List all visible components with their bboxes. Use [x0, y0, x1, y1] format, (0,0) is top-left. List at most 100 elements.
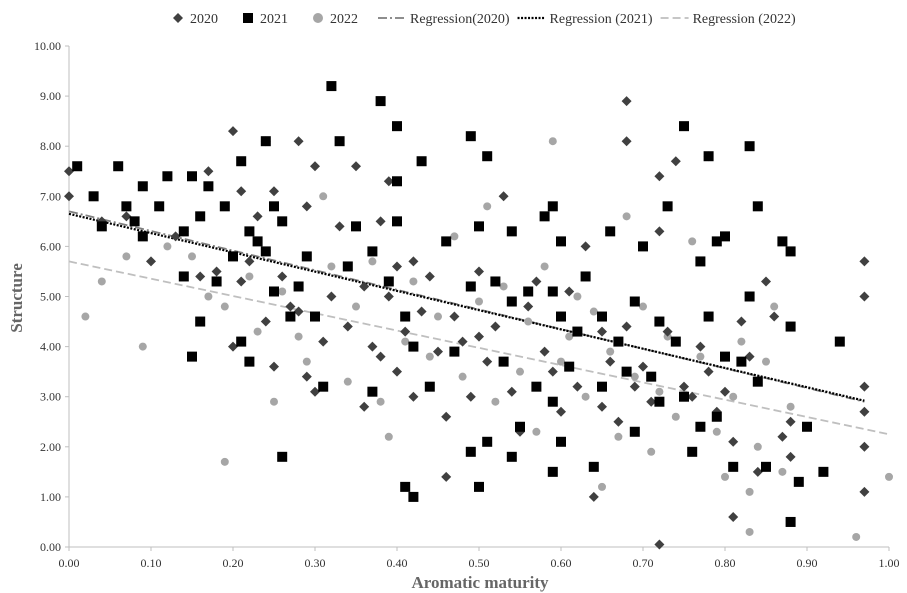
- data-point-circle: [458, 372, 467, 381]
- y-tick-label: 6.00: [40, 239, 61, 253]
- data-point-diamond: [670, 156, 681, 167]
- data-point-square: [285, 311, 296, 322]
- data-point-circle: [581, 392, 590, 401]
- data-point-square: [580, 271, 591, 282]
- data-point-square: [572, 326, 583, 337]
- data-point-square: [121, 201, 132, 212]
- data-point-diamond: [539, 346, 550, 357]
- data-point-square: [629, 296, 640, 307]
- data-point-diamond: [301, 371, 312, 382]
- data-point-square: [277, 451, 288, 462]
- data-point-diamond: [465, 391, 476, 402]
- data-point-square: [367, 386, 378, 397]
- data-point-diamond: [597, 401, 607, 412]
- data-point-diamond: [457, 336, 468, 347]
- data-point-diamond: [654, 171, 665, 182]
- data-point-square: [244, 356, 255, 367]
- data-point-circle: [598, 482, 606, 491]
- data-point-square: [523, 286, 534, 297]
- data-point-square: [752, 201, 763, 212]
- y-tick-label: 9.00: [40, 89, 61, 103]
- data-point-circle: [885, 472, 893, 481]
- data-point-circle: [770, 302, 779, 311]
- data-point-circle: [204, 292, 213, 301]
- data-point-square: [408, 491, 419, 502]
- data-point-diamond: [170, 231, 181, 242]
- data-point-diamond: [474, 331, 484, 342]
- regression-line: [68, 212, 865, 402]
- data-point-square: [654, 396, 665, 407]
- data-point-diamond: [621, 136, 632, 147]
- data-point-square: [228, 251, 238, 262]
- data-point-diamond: [252, 211, 263, 222]
- data-point-diamond: [64, 166, 74, 177]
- data-point-square: [154, 201, 165, 212]
- data-point-diamond: [203, 166, 214, 177]
- data-point-square: [752, 376, 763, 387]
- data-point-square: [392, 121, 402, 132]
- data-point-square: [588, 461, 599, 472]
- data-point-diamond: [613, 416, 624, 427]
- data-point-square: [547, 466, 558, 477]
- data-point-circle: [639, 302, 647, 311]
- data-point-square: [465, 446, 476, 457]
- data-point-diamond: [785, 451, 796, 462]
- data-point-circle: [368, 257, 377, 266]
- data-point-circle: [852, 532, 861, 541]
- data-point-circle: [589, 307, 598, 316]
- data-point-diamond: [629, 381, 640, 392]
- data-point-square: [556, 436, 566, 447]
- data-point-square: [416, 156, 427, 167]
- data-point-circle: [778, 467, 787, 476]
- data-point-square: [334, 136, 345, 147]
- data-point-square: [744, 141, 755, 152]
- data-point-circle: [688, 237, 697, 246]
- data-point-square: [539, 211, 550, 222]
- data-point-square: [482, 151, 493, 162]
- data-point-circle: [425, 352, 434, 361]
- data-point-square: [219, 201, 230, 212]
- y-tick-label: 3.00: [40, 390, 61, 404]
- data-point-square: [646, 371, 657, 382]
- data-point-diamond: [285, 301, 296, 312]
- data-point-diamond: [588, 491, 599, 502]
- data-point-circle: [327, 262, 336, 271]
- data-point-square: [556, 311, 566, 322]
- data-point-square: [711, 236, 722, 247]
- data-point-circle: [434, 312, 442, 321]
- data-point-circle: [614, 432, 623, 441]
- data-point-square: [802, 421, 812, 432]
- x-tick-label: 0.00: [59, 556, 80, 570]
- data-point-square: [777, 236, 788, 247]
- data-point-square: [474, 481, 484, 492]
- data-point-diamond: [703, 366, 714, 377]
- data-point-square: [400, 481, 411, 492]
- x-tick-label: 0.70: [633, 556, 654, 570]
- data-point-diamond: [293, 306, 304, 317]
- data-point-circle: [138, 342, 147, 351]
- data-point-circle: [573, 292, 582, 301]
- data-point-square: [310, 311, 320, 322]
- legend-label: Regression (2021): [550, 12, 653, 27]
- data-point-circle: [647, 447, 656, 456]
- data-point-diamond: [269, 361, 279, 372]
- data-point-circle: [81, 312, 90, 321]
- data-point-circle: [245, 272, 254, 281]
- data-point-square: [629, 426, 640, 437]
- y-axis-title: Structure: [7, 263, 26, 333]
- data-point-square: [785, 516, 796, 527]
- data-point-circle: [376, 397, 385, 406]
- x-tick-label: 0.20: [223, 556, 244, 570]
- data-point-circle: [540, 262, 549, 271]
- y-tick-label: 8.00: [40, 139, 61, 153]
- x-tick-label: 0.30: [305, 556, 326, 570]
- data-point-diamond: [121, 211, 132, 222]
- data-point-diamond: [400, 326, 411, 337]
- data-point-square: [72, 161, 83, 172]
- data-point-diamond: [490, 321, 501, 332]
- data-point-diamond: [679, 381, 689, 392]
- data-point-square: [695, 421, 706, 432]
- data-point-diamond: [449, 311, 460, 322]
- y-tick-label: 7.00: [40, 189, 61, 203]
